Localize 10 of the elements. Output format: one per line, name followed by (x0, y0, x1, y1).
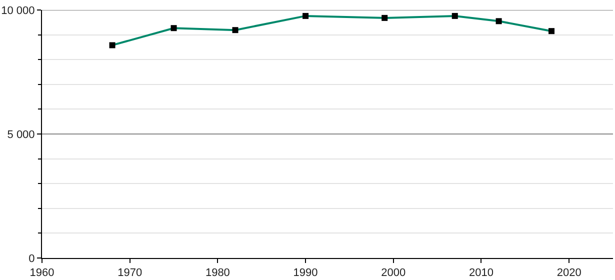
y-tick-label: 5 000 (7, 128, 35, 141)
x-tick-label: 1980 (205, 267, 230, 280)
y-tick-label: 0 (28, 252, 35, 265)
x-tick-label: 1970 (118, 267, 142, 280)
y-tick-label: 10 000 (1, 4, 35, 17)
x-tick-label: 2020 (556, 267, 582, 280)
x-tick-label: 1960 (30, 267, 54, 280)
x-tick-label: 2000 (381, 267, 406, 280)
x-tick-label: 1990 (293, 267, 318, 280)
x-tick-label: 2010 (468, 267, 494, 280)
